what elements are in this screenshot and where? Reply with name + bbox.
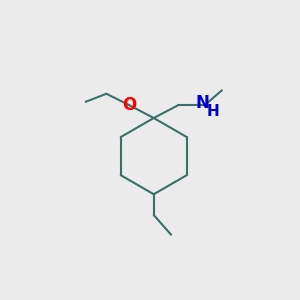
Text: O: O	[122, 96, 136, 114]
Text: H: H	[206, 104, 219, 119]
Text: N: N	[196, 94, 210, 112]
